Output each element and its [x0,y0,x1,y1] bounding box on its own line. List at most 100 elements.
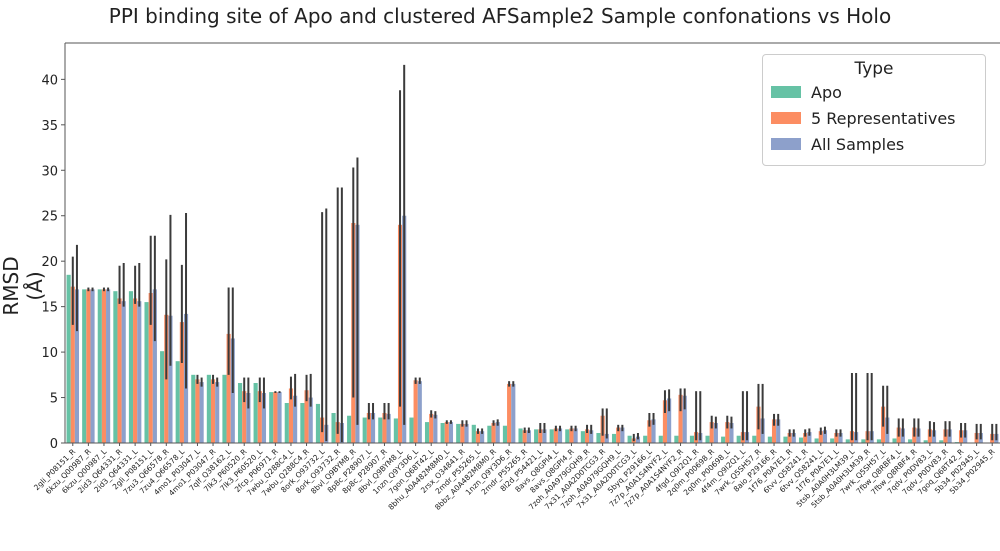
legend-item-all-samples: All Samples [771,131,985,157]
bar-apo [596,433,601,443]
bar-5-representatives [195,379,200,443]
bar-5-representatives [444,422,449,443]
bar-all-samples [807,432,812,443]
bar-5-representatives [288,388,294,443]
legend-swatch [771,86,801,98]
y-tick-label: 35 [41,119,58,134]
y-tick-label: 20 [41,255,58,270]
bar-apo [378,417,383,443]
bar-apo [347,415,352,443]
bar-5-representatives [662,400,668,443]
bar-5-representatives [429,413,434,443]
bar-apo [440,423,445,443]
bar-apo [783,436,788,443]
bar-all-samples [90,289,95,443]
bar-apo [861,439,866,443]
bar-5-representatives [475,431,481,443]
legend-item-apo: Apo [771,79,985,105]
bar-apo [767,436,772,443]
bar-apo [362,417,367,443]
bar-apo [908,439,913,443]
y-tick-label: 15 [41,301,58,316]
bar-all-samples [168,315,173,443]
legend-title: Type [854,59,894,79]
bar-apo [923,440,928,443]
bar-apo [580,431,585,443]
bar-all-samples [417,381,422,443]
bar-apo [253,383,258,443]
bar-all-samples [542,429,547,443]
bar-5-representatives [584,429,590,443]
bar-5-representatives [117,298,122,443]
bar-apo [689,435,695,443]
bar-apo [284,403,289,443]
bar-apo [518,428,523,443]
bar-5-representatives [678,394,683,443]
bar-5-representatives [210,379,216,443]
y-tick-label: 30 [41,164,58,179]
bar-apo [721,436,726,443]
bar-5-representatives [553,428,558,443]
bar-5-representatives [148,293,153,443]
bar-apo [222,374,227,443]
bar-5-representatives [304,390,309,443]
bar-all-samples [308,397,313,443]
bar-5-representatives [70,286,75,443]
bar-all-samples [106,289,111,443]
bar-5-representatives [366,413,371,443]
legend-item-representatives: 5 Representatives [771,105,985,131]
bar-apo [128,291,134,443]
bar-all-samples [480,431,485,443]
bar-all-samples [199,382,204,443]
bar-5-representatives [242,391,247,443]
bar-apo [175,361,180,443]
bar-5-representatives [257,391,262,443]
bar-all-samples [433,414,438,443]
bar-apo [66,274,71,443]
bar-all-samples [729,423,734,443]
bar-apo [845,439,850,443]
bar-5-representatives [569,428,574,443]
bar-all-samples [776,419,781,443]
bar-apo [237,383,243,443]
bar-all-samples [121,301,126,443]
bar-apo [939,440,944,443]
bar-apo [830,438,835,443]
bar-apo [471,424,476,443]
legend-label: Apo [811,82,842,102]
bar-apo [534,429,539,443]
bar-all-samples [386,413,391,443]
bar-all-samples [682,395,687,443]
bar-5-representatives [382,413,387,443]
bar-apo [113,291,118,443]
legend-label: 5 Representatives [811,108,956,128]
y-tick-label: 25 [41,210,58,225]
bar-5-representatives [522,430,527,443]
bar-5-representatives [834,433,839,443]
bar-apo [876,439,882,443]
bar-apo [331,413,336,443]
bar-apo [549,429,554,443]
bar-apo [627,435,632,443]
bar-all-samples [526,430,531,443]
bar-all-samples [370,413,376,443]
bar-apo [97,289,102,443]
bar-apo [206,374,211,443]
bar-all-samples [261,393,267,443]
bar-5-representatives [101,289,107,443]
bar-apo [705,435,710,443]
legend-label: All Samples [811,134,905,154]
bar-all-samples [635,436,641,443]
bar-5-representatives [413,380,418,443]
bar-all-samples [511,383,516,443]
bar-5-representatives [179,322,184,443]
bar-apo [456,423,461,443]
bar-5-representatives [86,289,91,443]
bar-5-representatives [226,333,231,443]
bar-apo [393,418,398,443]
bar-apo [300,403,305,443]
bar-apo [502,425,508,443]
bar-5-representatives [725,422,730,443]
chart-title: PPI binding site of Apo and clustered AF… [108,4,892,28]
